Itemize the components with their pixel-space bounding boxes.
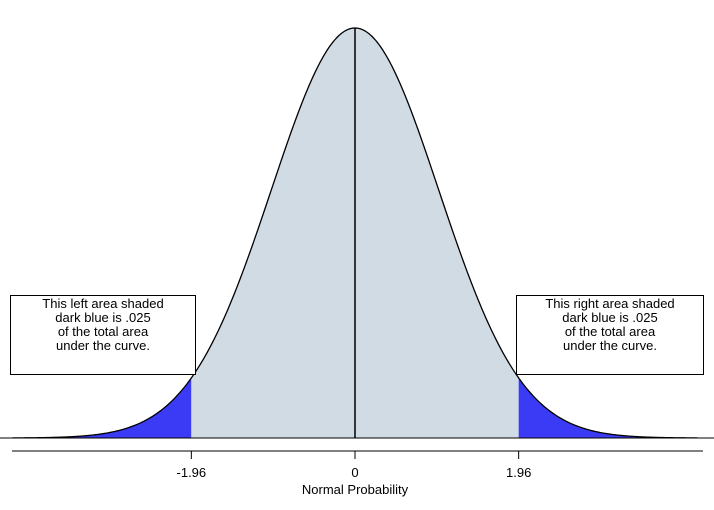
- shaded-area-left: [12, 377, 192, 438]
- x-axis-ticks: -1.96 0 1.96: [177, 451, 531, 480]
- right-annotation-line-2: dark blue is .025: [562, 310, 658, 325]
- left-tail-annotation: This left area shaded dark blue is .025 …: [10, 295, 196, 375]
- x-tick-label: -1.96: [177, 465, 207, 480]
- left-annotation-line-1: This left area shaded: [42, 296, 164, 311]
- x-tick-label: 0: [351, 465, 358, 480]
- right-tail-annotation: This right area shaded dark blue is .025…: [516, 295, 704, 375]
- x-axis-title: Normal Probability: [302, 482, 409, 497]
- left-annotation-line-2: dark blue is .025: [55, 310, 151, 325]
- left-annotation-line-3: of the total area: [57, 324, 149, 339]
- right-annotation-line-1: This right area shaded: [545, 296, 675, 311]
- right-annotation-line-4: under the curve.: [563, 338, 657, 353]
- shaded-area-right: [518, 377, 698, 438]
- left-annotation-line-4: under the curve.: [56, 338, 150, 353]
- right-annotation-line-3: of the total area: [564, 324, 656, 339]
- x-tick-label: 1.96: [506, 465, 531, 480]
